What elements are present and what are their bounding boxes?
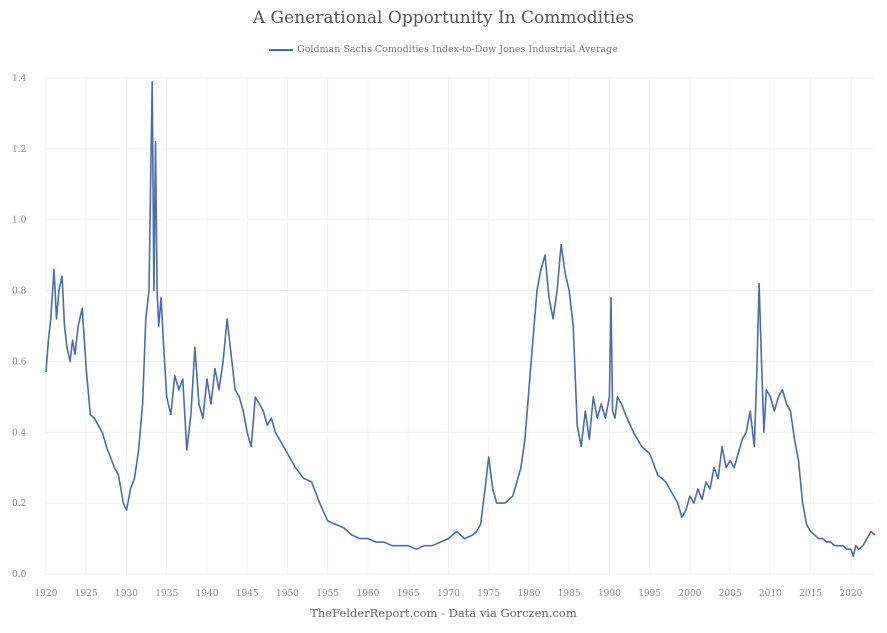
y-tick-label: 1.0 — [12, 216, 27, 226]
legend-swatch — [269, 48, 294, 51]
y-axis: 0.0 0.2 0.4 0.6 0.8 1.0 1.2 1.4 — [12, 74, 27, 580]
y-tick-label: 0.0 — [12, 570, 27, 580]
y-tick-label: 0.2 — [12, 499, 26, 509]
legend-label: Goldman Sachs Comodities Index-to-Dow Jo… — [297, 44, 618, 55]
source-note: TheFelderReport.com - Data via Gorczen.c… — [310, 606, 577, 620]
y-tick-label: 1.2 — [12, 145, 26, 155]
x-tick-label: 1995 — [638, 589, 661, 599]
y-tick-label: 1.4 — [12, 74, 27, 84]
x-tick-label: 1950 — [276, 589, 299, 599]
x-axis: 1920 1925 1930 1935 1940 1945 1950 1955 1960 1965… — [35, 589, 863, 599]
y-tick-label: 0.4 — [12, 428, 27, 438]
chart-title: A Generational Opportunity In Commoditie… — [252, 8, 635, 28]
x-tick-label: 1960 — [356, 589, 379, 599]
x-tick-label: 1930 — [115, 589, 138, 599]
x-tick-label: 2005 — [719, 589, 742, 599]
y-tick-label: 0.6 — [12, 357, 27, 367]
x-tick-label: 1990 — [598, 589, 621, 599]
legend: Goldman Sachs Comodities Index-to-Dow Jo… — [0, 44, 887, 55]
x-tick-label: 1925 — [75, 589, 98, 599]
x-tick-label: 1945 — [236, 589, 259, 599]
x-tick-label: 1935 — [155, 589, 178, 599]
grid-layer — [45, 77, 875, 575]
x-tick-label: 2020 — [839, 589, 862, 599]
x-tick-label: 1940 — [196, 589, 219, 599]
x-tick-label: 1970 — [437, 589, 460, 599]
x-tick-label: 1985 — [558, 589, 581, 599]
x-tick-label: 2010 — [759, 589, 782, 599]
x-tick-label: 2015 — [799, 589, 822, 599]
x-tick-label: 1965 — [397, 589, 420, 599]
x-tick-label: 1980 — [517, 589, 540, 599]
x-tick-label: 1975 — [477, 589, 500, 599]
y-tick-label: 0.8 — [12, 287, 27, 297]
x-tick-label: 1920 — [35, 589, 58, 599]
x-tick-label: 1955 — [316, 589, 339, 599]
series-line — [45, 80, 876, 558]
x-tick-label: 2000 — [678, 589, 701, 599]
